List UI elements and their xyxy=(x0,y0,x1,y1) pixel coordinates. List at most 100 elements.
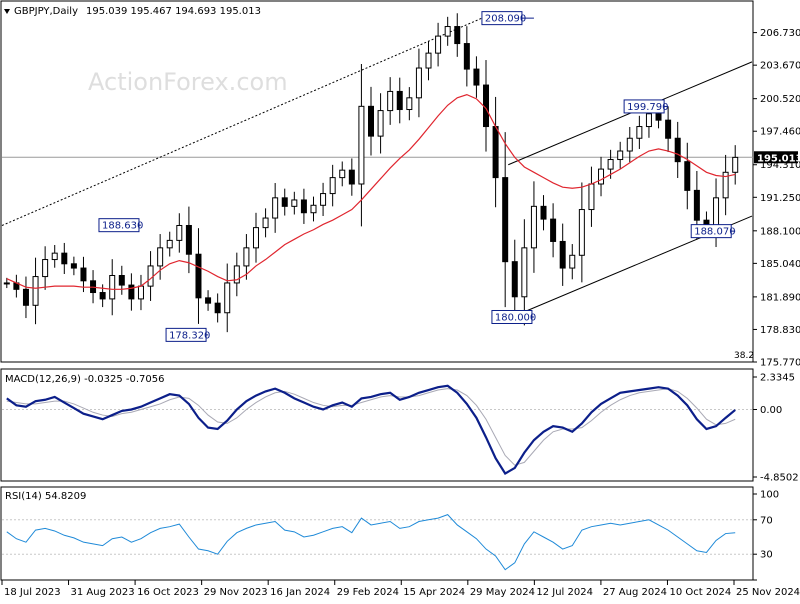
candle-body xyxy=(406,97,413,111)
header-arrow-icon xyxy=(4,9,10,14)
price-tick-label: 203.670 xyxy=(760,61,800,72)
macd-panel xyxy=(2,384,753,476)
price-tick-label: 200.520 xyxy=(760,94,800,105)
candle-body xyxy=(550,218,557,242)
candle-body xyxy=(569,254,576,269)
macd-tick-label: -4.8502 xyxy=(760,473,799,484)
rsi-panel-frame xyxy=(0,486,754,581)
candle-body xyxy=(415,67,422,99)
rsi-tick-label: 100 xyxy=(760,490,779,501)
x-tick-label: 16 Jan 2024 xyxy=(270,587,330,598)
annotation-box xyxy=(481,11,523,26)
candle-body xyxy=(137,285,144,300)
moving-average-line xyxy=(6,93,736,290)
candle-body xyxy=(205,297,212,304)
candle-body xyxy=(118,275,125,286)
x-tick-label: 10 Oct 2024 xyxy=(669,587,731,598)
candle-body xyxy=(3,282,10,285)
candle-body xyxy=(348,169,355,185)
candle-body xyxy=(272,197,279,219)
price-bottom-note: 38.2 xyxy=(734,351,754,361)
candle-body xyxy=(511,261,518,298)
annotation-label: 188.070 xyxy=(694,227,735,238)
x-tick-label: 15 Apr 2024 xyxy=(403,587,465,598)
annotation-label: 188.630 xyxy=(102,221,143,232)
candle-body xyxy=(157,247,164,267)
x-tick-label: 29 May 2024 xyxy=(470,587,535,598)
candle-body xyxy=(732,156,739,173)
candle-body xyxy=(243,247,250,267)
x-tick-label: 29 Feb 2024 xyxy=(337,587,399,598)
candle-body xyxy=(502,177,509,263)
candle-body xyxy=(166,239,173,249)
x-tick-label: 27 Aug 2024 xyxy=(603,587,667,598)
macd-panel-frame xyxy=(0,368,754,482)
candle-body xyxy=(195,253,202,299)
candle-body xyxy=(530,205,537,249)
candle-body xyxy=(444,26,451,37)
rsi-panel xyxy=(2,514,753,571)
candle-body xyxy=(214,302,221,314)
candle-body xyxy=(320,193,327,206)
rsi-tick-label: 70 xyxy=(760,515,773,526)
candle-body xyxy=(617,150,624,161)
candle-body xyxy=(665,119,672,139)
candle-body xyxy=(626,137,633,152)
annotation-label: 199.790 xyxy=(627,102,668,113)
macd-tick-label: 0.00 xyxy=(760,405,782,416)
price-tick-label: 197.460 xyxy=(760,127,800,138)
candle-body xyxy=(387,90,394,112)
x-tick-label: 31 Aug 2023 xyxy=(71,587,135,598)
candle-body xyxy=(358,105,365,185)
candle-body xyxy=(598,168,605,185)
annotation-label: 208.090 xyxy=(485,14,526,25)
candle-body xyxy=(99,292,106,300)
candle-body xyxy=(693,189,700,221)
annotation-box xyxy=(690,224,732,239)
price-tick-label: 185.040 xyxy=(760,259,800,270)
candle-body xyxy=(147,265,154,287)
candle-body xyxy=(674,137,681,163)
candle-body xyxy=(109,275,116,300)
annotation-box xyxy=(491,309,533,324)
price-tick-label: 188.100 xyxy=(760,226,800,237)
candle-body xyxy=(252,227,259,249)
current-price-tag xyxy=(754,151,798,164)
candle-body xyxy=(636,126,643,139)
macd-line xyxy=(6,384,736,476)
candle-body xyxy=(51,252,58,261)
candle-body xyxy=(224,282,231,314)
candle-body xyxy=(684,161,691,191)
candle-body xyxy=(645,113,652,128)
candle-body xyxy=(722,171,729,199)
candle-body xyxy=(70,263,77,269)
candle-body xyxy=(42,259,49,278)
candle-body xyxy=(396,90,403,111)
rsi-line xyxy=(6,514,736,571)
watermark: ActionForex.com xyxy=(88,68,288,96)
trendline-dotted-rising xyxy=(1,17,483,226)
annotation-label: 178.320 xyxy=(169,330,210,341)
chart-symbol: GBPJPY,Daily xyxy=(14,6,78,17)
price-tick-label: 206.730 xyxy=(760,28,800,39)
price-tick-label: 194.310 xyxy=(760,160,800,171)
candle-body xyxy=(185,224,192,255)
candle-body xyxy=(435,35,442,54)
annotation-label: 180.000 xyxy=(495,312,536,323)
x-tick-label: 16 Oct 2023 xyxy=(137,587,199,598)
rsi-label: RSI(14) 54.8209 xyxy=(5,491,86,502)
price-tick-label: 178.830 xyxy=(760,325,800,336)
candle-body xyxy=(32,276,39,306)
candle-body xyxy=(588,183,595,211)
candle-body xyxy=(463,43,470,70)
candle-body xyxy=(521,247,528,298)
candle-body xyxy=(61,252,68,265)
x-tick-label: 29 Nov 2023 xyxy=(204,587,268,598)
annotation-box xyxy=(623,99,665,114)
candle-body xyxy=(262,217,269,229)
candle-body xyxy=(578,209,585,256)
candle-body xyxy=(368,105,374,137)
candle-body xyxy=(310,204,317,214)
price-panel: 208.090 188.630 178.320 180.000 199.790 188.0… xyxy=(1,11,753,342)
